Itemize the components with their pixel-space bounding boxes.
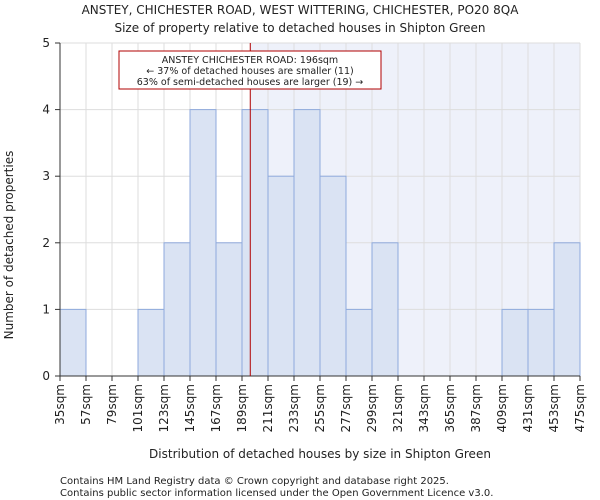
- histogram-bar: [241, 109, 269, 377]
- annotation-line-3: 63% of semi-detached houses are larger (…: [137, 77, 364, 88]
- histogram-bar: [59, 308, 87, 377]
- histogram-bar: [189, 109, 217, 377]
- annotation-line-2: ← 37% of detached houses are smaller (11…: [146, 66, 353, 77]
- x-tick-label: 101sqm: [131, 384, 145, 432]
- x-tick-label: 233sqm: [287, 384, 301, 432]
- x-tick-label: 387sqm: [469, 384, 483, 432]
- histogram-bar: [553, 242, 581, 377]
- histogram-bar: [293, 109, 321, 377]
- x-tick-label: 343sqm: [417, 384, 431, 432]
- histogram-bar: [267, 175, 295, 377]
- y-tick-label: 1: [42, 302, 50, 316]
- x-tick-label: 321sqm: [391, 384, 405, 432]
- x-tick-label: 475sqm: [573, 384, 587, 432]
- y-tick-label: 2: [42, 236, 50, 250]
- x-tick-label: 35sqm: [53, 384, 67, 425]
- x-tick-label: 365sqm: [443, 384, 457, 432]
- x-tick-label: 189sqm: [235, 384, 249, 432]
- x-tick-label: 145sqm: [183, 384, 197, 432]
- annotation-box: [118, 50, 382, 90]
- x-tick-label: 57sqm: [79, 384, 93, 425]
- x-tick-label: 167sqm: [209, 384, 223, 432]
- x-tick-label: 277sqm: [339, 384, 353, 432]
- histogram-bar: [215, 242, 243, 377]
- x-tick-label: 299sqm: [365, 384, 379, 432]
- x-tick-label: 123sqm: [157, 384, 171, 432]
- y-tick-label: 4: [42, 103, 50, 117]
- x-tick-label: 255sqm: [313, 384, 327, 432]
- plot-area: 0 1 2 3 4 5 35sqm 57sqm 79sqm 101sqm 123sqm 145sqm 1…: [42, 36, 587, 432]
- y-tick-label: 0: [42, 369, 50, 383]
- histogram-bar: [527, 308, 555, 377]
- histogram-bar: [163, 242, 191, 377]
- histogram-bar: [319, 175, 347, 377]
- chart-title: ANSTEY, CHICHESTER ROAD, WEST WITTERING,…: [82, 3, 520, 17]
- x-axis-label: Distribution of detached houses by size …: [149, 447, 491, 461]
- y-tick-label: 3: [42, 169, 50, 183]
- histogram-bar: [371, 242, 399, 377]
- x-tick-label: 79sqm: [105, 384, 119, 425]
- x-tick-label: 431sqm: [521, 384, 535, 432]
- x-tick-label: 409sqm: [495, 384, 509, 432]
- footer-line-1: Contains HM Land Registry data © Crown c…: [60, 476, 449, 487]
- annotation-line-1: ANSTEY CHICHESTER ROAD: 196sqm: [162, 55, 338, 66]
- x-tick-label: 453sqm: [547, 384, 561, 432]
- histogram-bar: [137, 308, 165, 377]
- y-tick-label: 5: [42, 36, 50, 50]
- histogram-bar: [501, 308, 529, 377]
- y-axis-label: Number of detached properties: [2, 151, 16, 340]
- chart-subtitle: Size of property relative to detached ho…: [114, 21, 485, 35]
- x-tick-label: 211sqm: [261, 384, 275, 432]
- histogram-bar: [345, 308, 373, 377]
- footer-line-2: Contains public sector information licen…: [60, 488, 493, 499]
